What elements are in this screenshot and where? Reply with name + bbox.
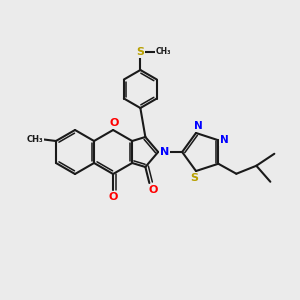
Text: N: N — [160, 147, 169, 157]
Text: CH₃: CH₃ — [27, 134, 43, 143]
Text: N: N — [220, 135, 229, 145]
Text: O: O — [110, 118, 119, 128]
Text: S: S — [190, 173, 198, 183]
Text: CH₃: CH₃ — [156, 47, 171, 56]
Text: O: O — [149, 185, 158, 195]
Text: S: S — [136, 47, 144, 57]
Text: N: N — [194, 121, 202, 131]
Text: O: O — [108, 192, 118, 202]
